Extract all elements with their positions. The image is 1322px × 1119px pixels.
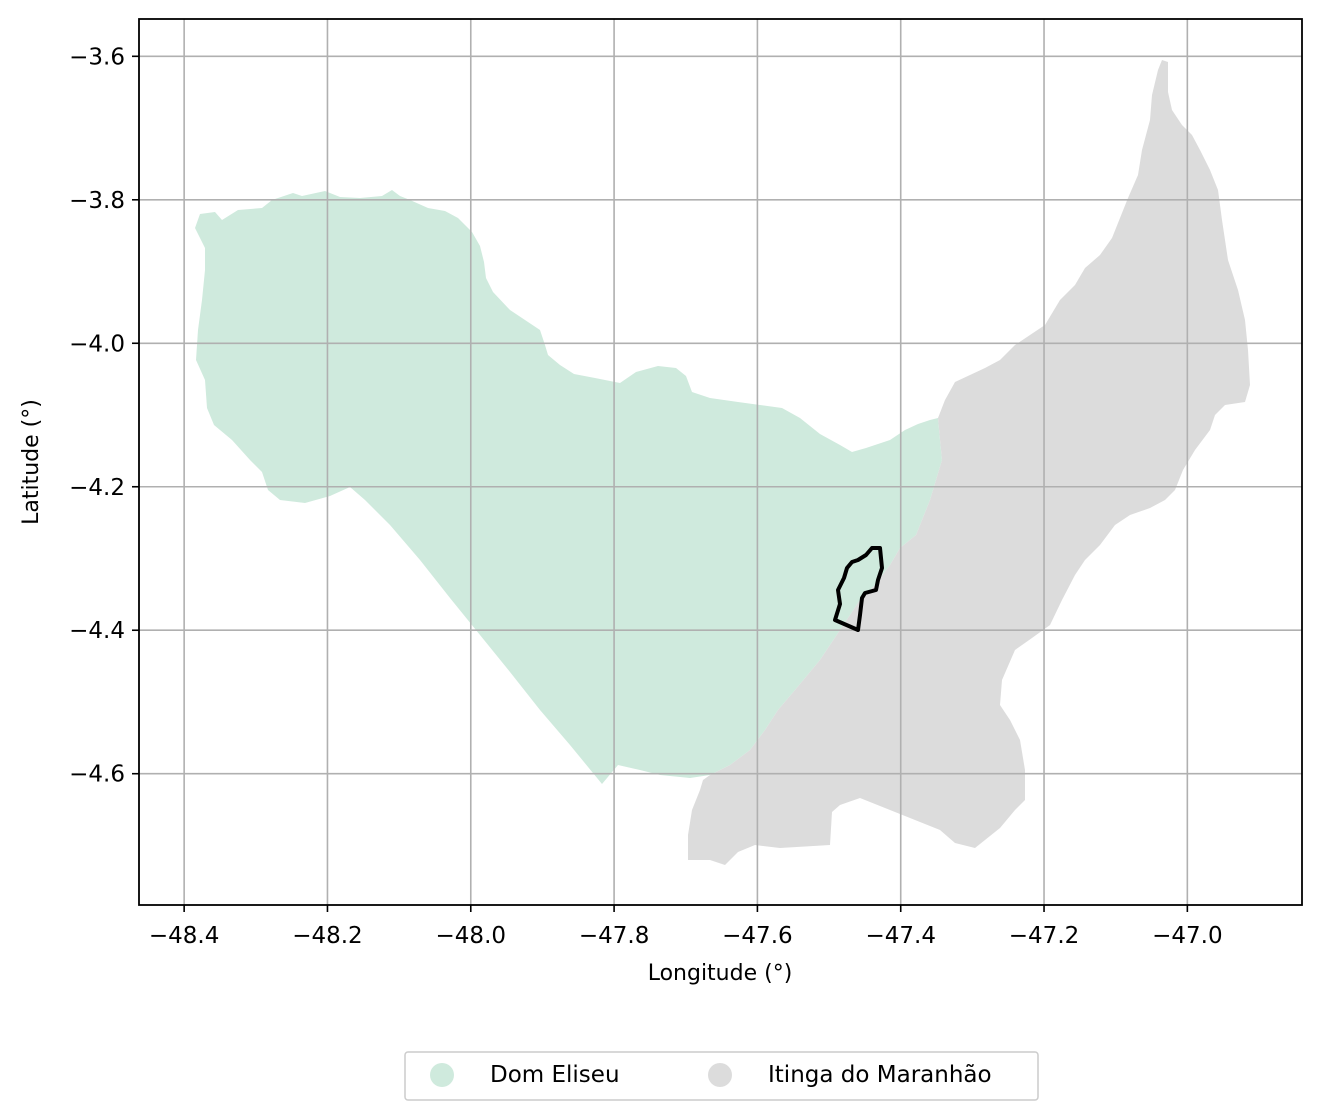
y-tick-label: −4.0: [69, 331, 125, 357]
y-axis-label: Latitude (°): [19, 399, 44, 525]
legend-marker-dom-eliseu: [430, 1063, 454, 1087]
region-itinga-do-maranhao: [688, 60, 1250, 865]
legend: Dom Eliseu Itinga do Maranhão: [404, 1051, 1039, 1101]
x-tick-label: −47.2: [1009, 923, 1079, 949]
legend-label-itinga: Itinga do Maranhão: [768, 1062, 992, 1088]
x-tick-label: −47.6: [722, 923, 792, 949]
y-tick-label: −4.4: [69, 618, 125, 644]
highlight-outline: [833, 546, 884, 632]
y-tick-label: −3.6: [69, 44, 125, 70]
plot-frame: [138, 18, 1303, 906]
legend-label-dom-eliseu: Dom Eliseu: [490, 1062, 620, 1088]
x-tick-label: −48.4: [149, 923, 219, 949]
y-tick-label: −4.6: [69, 762, 125, 788]
x-tick-label: −47.8: [579, 923, 649, 949]
legend-marker-itinga: [708, 1063, 732, 1087]
grid-lines: [139, 19, 1302, 905]
regions: [195, 60, 1250, 865]
x-tick-label: −47.4: [865, 923, 935, 949]
axes: −48.4 −48.2 −48.0 −47.8 −47.6 −47.4 −47.2 −47.0…: [69, 18, 1303, 949]
x-tick-label: −48.0: [436, 923, 506, 949]
x-tick-label: −47.0: [1152, 923, 1222, 949]
y-tick-label: −3.8: [69, 188, 125, 214]
x-axis-label: Longitude (°): [648, 961, 793, 986]
x-tick-label: −48.2: [292, 923, 362, 949]
y-tick-label: −4.2: [69, 475, 125, 501]
